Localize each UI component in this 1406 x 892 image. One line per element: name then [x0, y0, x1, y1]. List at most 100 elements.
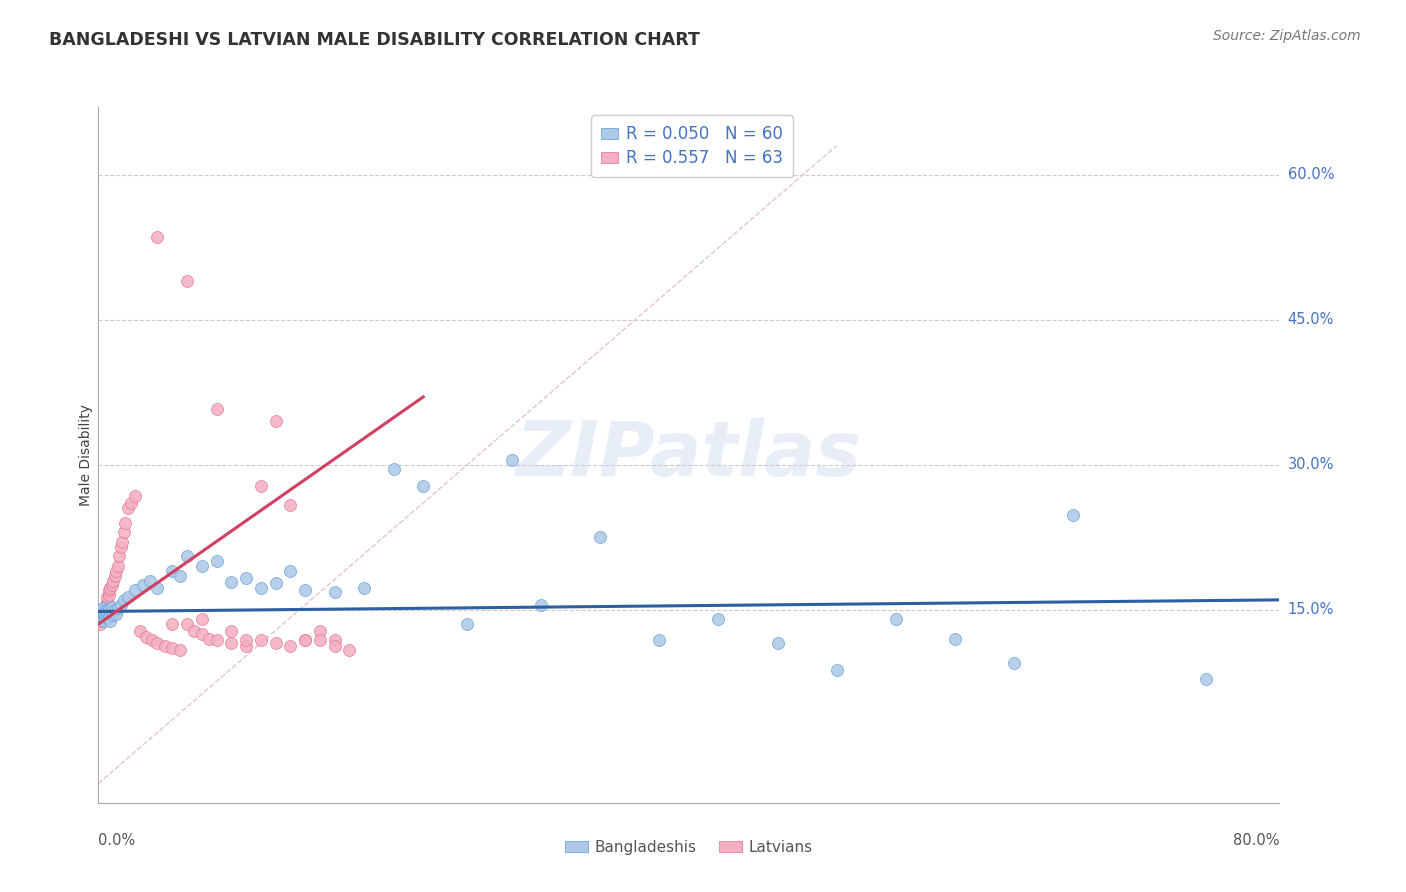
Point: [91, 607, 114, 622]
Point: [90, 607, 112, 622]
Point: [219, 636, 242, 650]
Point: [112, 592, 135, 607]
Point: [146, 636, 169, 650]
Point: [943, 632, 966, 646]
Point: [94, 608, 117, 623]
Point: [648, 633, 671, 648]
Point: [96, 595, 118, 609]
Point: [90, 610, 112, 624]
Point: [264, 636, 287, 650]
Point: [117, 501, 139, 516]
Point: [235, 633, 257, 648]
Point: [191, 612, 214, 626]
Point: [98, 607, 121, 622]
Legend: Bangladeshis, Latvians: Bangladeshis, Latvians: [560, 834, 818, 862]
Point: [110, 540, 132, 554]
Point: [93, 609, 115, 624]
Text: 15.0%: 15.0%: [1288, 602, 1334, 617]
Point: [205, 401, 228, 416]
Y-axis label: Male Disability: Male Disability: [79, 404, 93, 506]
Point: [97, 601, 120, 615]
Text: BANGLADESHI VS LATVIAN MALE DISABILITY CORRELATION CHART: BANGLADESHI VS LATVIAN MALE DISABILITY C…: [49, 31, 700, 49]
Point: [162, 617, 183, 632]
Point: [382, 462, 405, 476]
Point: [1195, 672, 1218, 686]
Point: [309, 624, 332, 638]
Point: [105, 564, 128, 578]
Point: [766, 636, 789, 650]
Text: 30.0%: 30.0%: [1288, 457, 1334, 472]
Point: [97, 583, 120, 598]
Point: [323, 633, 346, 648]
Point: [1002, 656, 1025, 670]
Point: [219, 624, 242, 638]
Point: [589, 530, 612, 544]
Point: [205, 554, 228, 568]
Point: [124, 583, 146, 598]
Point: [264, 576, 287, 591]
Text: 60.0%: 60.0%: [1288, 167, 1334, 182]
Point: [278, 498, 302, 512]
Point: [111, 535, 134, 549]
Point: [91, 602, 114, 616]
Point: [108, 549, 131, 564]
Point: [97, 609, 120, 624]
Point: [198, 632, 221, 646]
Point: [93, 605, 115, 619]
Point: [103, 574, 125, 588]
Point: [1062, 508, 1084, 522]
Point: [139, 574, 162, 588]
Point: [456, 617, 478, 632]
Point: [501, 452, 523, 467]
Point: [112, 525, 135, 540]
Point: [91, 600, 114, 615]
Point: [412, 479, 434, 493]
Point: [132, 578, 155, 592]
Point: [96, 590, 118, 604]
Point: [90, 605, 112, 619]
Point: [264, 414, 287, 428]
Point: [91, 605, 114, 619]
Point: [120, 496, 142, 510]
Point: [107, 559, 129, 574]
Point: [94, 603, 117, 617]
Point: [100, 599, 122, 614]
Point: [135, 630, 157, 644]
Point: [278, 639, 302, 653]
Point: [294, 633, 316, 648]
Point: [353, 582, 375, 596]
Point: [91, 612, 114, 626]
Text: Source: ZipAtlas.com: Source: ZipAtlas.com: [1213, 29, 1361, 43]
Point: [884, 612, 907, 626]
Point: [89, 612, 111, 626]
Point: [98, 582, 121, 596]
Text: 80.0%: 80.0%: [1233, 833, 1279, 848]
Text: ZIPatlas: ZIPatlas: [516, 418, 862, 491]
Point: [294, 633, 316, 648]
Point: [250, 633, 273, 648]
Point: [153, 639, 176, 653]
Text: 45.0%: 45.0%: [1288, 312, 1334, 327]
Point: [278, 564, 302, 578]
Point: [128, 624, 150, 638]
Point: [176, 274, 198, 288]
Point: [191, 559, 214, 574]
Point: [89, 606, 111, 620]
Point: [105, 607, 128, 622]
Text: 0.0%: 0.0%: [98, 833, 135, 848]
Point: [124, 489, 146, 503]
Point: [176, 549, 198, 564]
Point: [205, 633, 228, 648]
Point: [530, 598, 553, 612]
Point: [825, 664, 848, 678]
Point: [94, 598, 117, 612]
Point: [94, 600, 117, 615]
Point: [250, 582, 273, 596]
Point: [169, 643, 191, 657]
Point: [98, 614, 121, 628]
Point: [146, 230, 169, 244]
Point: [309, 633, 332, 648]
Point: [114, 516, 136, 530]
Point: [162, 564, 183, 578]
Point: [323, 585, 346, 599]
